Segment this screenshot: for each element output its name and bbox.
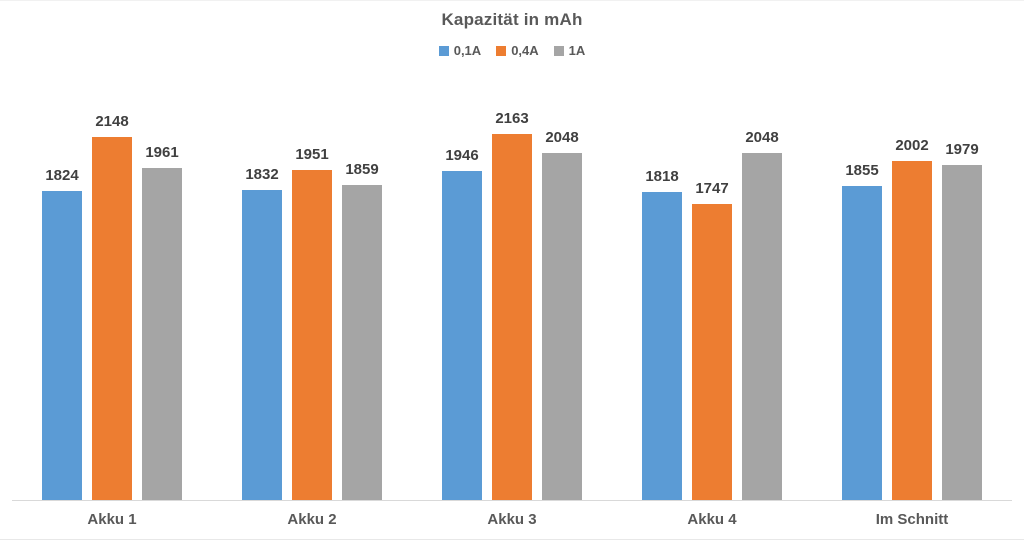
bar-value-label: 1818 bbox=[645, 168, 679, 185]
bar-column: 1979 bbox=[942, 141, 982, 500]
category-label: Akku 4 bbox=[687, 511, 737, 528]
bar-value-label: 1946 bbox=[445, 147, 479, 164]
bar bbox=[142, 168, 182, 500]
bar-group: 1818 1747 2048 bbox=[612, 69, 812, 500]
category-label: Akku 2 bbox=[287, 511, 337, 528]
legend: 0,1A 0,4A 1A bbox=[0, 43, 1024, 58]
bar-group: 1832 1951 1859 bbox=[212, 69, 412, 500]
bar bbox=[892, 161, 932, 500]
bar-value-label: 1961 bbox=[145, 144, 179, 161]
bar bbox=[292, 170, 332, 500]
bar-column: 1824 bbox=[42, 167, 82, 500]
bar-value-label: 1859 bbox=[345, 161, 379, 178]
bar bbox=[492, 134, 532, 500]
category-label: Im Schnitt bbox=[875, 511, 949, 528]
bar bbox=[942, 165, 982, 500]
bar-value-label: 2002 bbox=[895, 137, 929, 154]
bar bbox=[642, 192, 682, 500]
bar-column: 1818 bbox=[642, 168, 682, 500]
bar-column: 1946 bbox=[442, 147, 482, 500]
legend-label: 0,4A bbox=[511, 43, 539, 58]
bar-value-label: 1951 bbox=[295, 146, 329, 163]
bar-column: 1951 bbox=[292, 146, 332, 500]
chart-title: Kapazität in mAh bbox=[441, 10, 583, 29]
bar-group: 1946 2163 2048 bbox=[412, 69, 612, 500]
legend-item: 1A bbox=[553, 43, 586, 58]
legend-label: 1A bbox=[568, 43, 586, 58]
bar bbox=[692, 204, 732, 500]
bar-value-label: 1832 bbox=[245, 166, 279, 183]
bar-column: 2163 bbox=[492, 110, 532, 500]
bar bbox=[342, 185, 382, 500]
bar-value-label: 1855 bbox=[845, 162, 879, 179]
bar-column: 1859 bbox=[342, 161, 382, 500]
bar-column: 1961 bbox=[142, 144, 182, 500]
bar-column: 2002 bbox=[892, 137, 932, 500]
bar-value-label: 1824 bbox=[45, 167, 79, 184]
bar-value-label: 1979 bbox=[945, 141, 979, 158]
bar-column: 1747 bbox=[692, 180, 732, 500]
bar bbox=[42, 191, 82, 500]
bar-value-label: 2148 bbox=[95, 113, 129, 130]
bar-column: 1855 bbox=[842, 162, 882, 500]
legend-item: 0,4A bbox=[496, 43, 539, 58]
legend-item: 0,1A bbox=[438, 43, 482, 58]
legend-swatch-icon bbox=[438, 45, 449, 56]
bar bbox=[92, 137, 132, 500]
bar bbox=[742, 153, 782, 500]
bar-group: 1824 2148 1961 bbox=[12, 69, 212, 500]
bar-column: 2048 bbox=[542, 129, 582, 500]
bar-value-label: 2048 bbox=[745, 129, 779, 146]
legend-swatch-icon bbox=[496, 45, 507, 56]
bar-value-label: 1747 bbox=[695, 180, 729, 197]
plot-area: 1824 2148 1961 1832 1951 1859 1946 2163 2048 1818… bbox=[12, 69, 1012, 501]
legend-label: 0,1A bbox=[453, 43, 482, 58]
category-label: Akku 3 bbox=[487, 511, 537, 528]
bar-column: 2148 bbox=[92, 113, 132, 500]
category-label: Akku 1 bbox=[87, 511, 137, 528]
bar-value-label: 2163 bbox=[495, 110, 529, 127]
bar bbox=[542, 153, 582, 500]
legend-swatch-icon bbox=[553, 45, 564, 56]
bar bbox=[442, 171, 482, 500]
bar-value-label: 2048 bbox=[545, 129, 579, 146]
bar bbox=[842, 186, 882, 500]
category-axis: Akku 1 Akku 2 Akku 3 Akku 4 Im Schnitt bbox=[12, 501, 1012, 539]
bar bbox=[242, 190, 282, 500]
bar-column: 2048 bbox=[742, 129, 782, 500]
bar-column: 1832 bbox=[242, 166, 282, 500]
bar-group: 1855 2002 1979 bbox=[812, 69, 1012, 500]
